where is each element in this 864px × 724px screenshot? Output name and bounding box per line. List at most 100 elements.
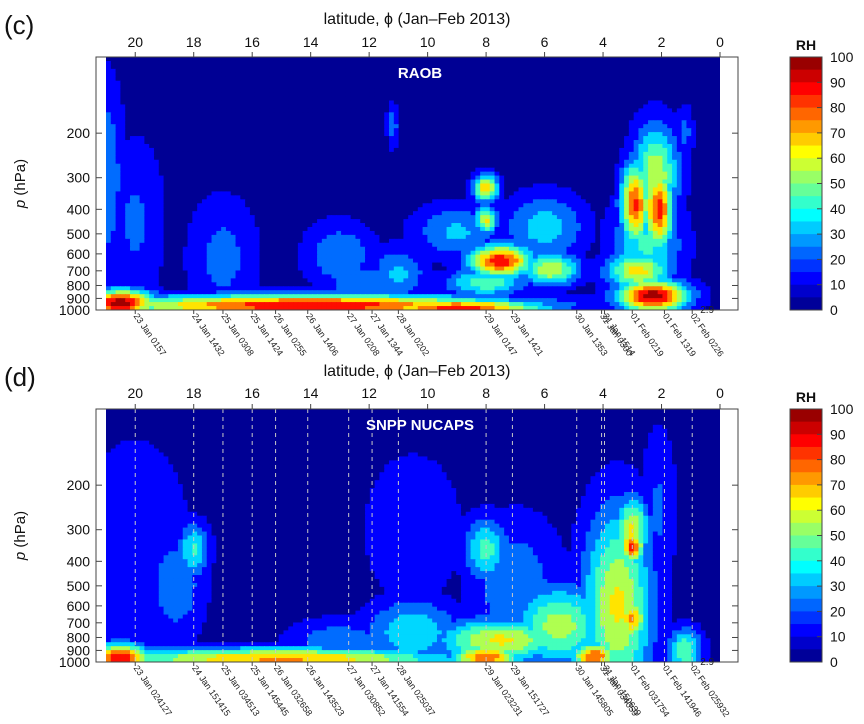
rh-cell [245,167,251,173]
rh-cell [163,108,169,113]
rh-cell [566,104,572,109]
rh-cell [523,179,529,185]
rh-cell [110,92,117,98]
rh-cell [614,108,620,113]
rh-cell [710,57,716,62]
rh-cell [206,57,213,62]
rh-cell [456,68,462,74]
rh-cell [523,104,529,109]
rh-cell [408,84,414,90]
rh-cell [106,163,112,169]
rh-cell [561,120,568,125]
rh-cell [302,76,309,82]
rh-cell [187,195,193,200]
rh-cell [523,112,529,117]
rh-cell [331,64,337,70]
rh-cell [120,76,126,82]
rh-cell [556,72,563,78]
rh-cell [532,155,539,161]
rh-cell [369,195,376,200]
rh-cell [585,183,592,189]
rh-cell [604,72,611,78]
rh-cell [273,88,280,94]
rh-cell [384,76,390,82]
rh-cell [465,183,472,189]
rh-cell [321,96,328,102]
rh-cell [624,57,630,62]
rh-cell [192,155,198,161]
rh-cell [149,187,155,192]
rh-cell [201,163,208,169]
rh-cell [168,147,174,153]
rh-cell [672,195,678,200]
rh-cell [379,183,385,189]
rh-cell [475,68,481,74]
rh-cell [494,88,500,94]
rh-cell [331,163,337,169]
rh-cell [173,191,179,196]
rh-cell [254,159,261,165]
rh-cell [115,96,121,102]
rh-cell [432,151,438,157]
rh-cell [297,100,304,106]
rh-cell [595,199,601,204]
rh-cell [681,88,688,94]
rh-cell [681,104,688,109]
rh-cell [413,96,419,102]
rh-cell [317,187,323,192]
rh-cell [638,96,644,102]
rh-cell [336,120,342,125]
rh-cell [321,57,328,62]
rh-cell [460,64,467,70]
rh-cell [336,136,342,141]
rh-cell [676,120,683,125]
rh-cell [129,179,136,185]
rh-cell [254,80,261,86]
rh-cell [115,163,121,169]
rh-cell [499,179,505,185]
rh-cell [475,104,481,109]
rh-cell [293,88,299,94]
rh-cell [696,88,702,94]
rh-cell [374,88,381,94]
rh-cell [182,159,189,165]
rh-cell [451,203,457,208]
rh-cell [153,88,160,94]
rh-cell [657,199,664,204]
rh-cell [686,195,692,200]
rh-cell [672,167,678,173]
rh-cell [149,100,155,106]
rh-cell [283,175,289,181]
rh-cell [609,155,616,161]
rh-cell [341,183,347,189]
rh-cell [259,203,265,208]
rh-cell [197,120,203,125]
rh-cell [590,187,596,192]
rh-cell [523,136,529,141]
rh-cell [115,183,121,189]
rh-cell [652,175,659,181]
rh-cell [494,143,500,149]
rh-cell [235,124,241,129]
rh-cell [269,175,275,181]
rh-cell [499,207,505,212]
rh-cell [494,68,500,74]
rh-cell [417,207,424,212]
rh-cell [508,64,515,70]
rh-cell [293,68,299,74]
rh-cell [595,203,601,208]
rh-cell [230,84,237,90]
rh-cell [556,76,563,82]
rh-cell [422,179,428,185]
rh-cell [580,207,587,212]
rh-cell [408,183,414,189]
rh-cell [484,175,491,181]
rh-cell [705,187,712,192]
rh-cell [110,64,117,70]
rh-cell [696,191,702,196]
rh-cell [365,64,371,70]
rh-cell [657,120,664,125]
rh-cell [134,96,141,102]
rh-cell [235,179,241,185]
rh-cell [542,80,548,86]
